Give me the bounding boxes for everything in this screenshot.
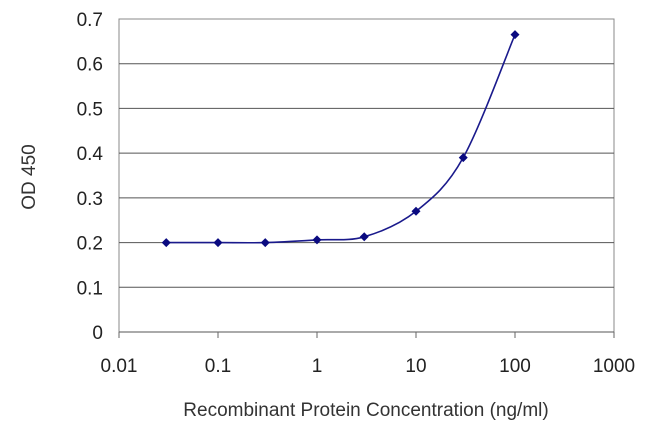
y-tick-label-4: 0.4 xyxy=(77,144,104,165)
y-tick-label-1: 0.1 xyxy=(77,278,103,299)
x-tick-labels: 0.01 0.1 1 10 100 1000 xyxy=(101,356,636,377)
y-tick-label-2: 0.2 xyxy=(77,234,103,255)
data-point-0-6 xyxy=(458,153,468,163)
data-point-0-2 xyxy=(260,238,270,248)
x-tick-label-4: 100 xyxy=(499,356,531,377)
data-point-0-3 xyxy=(312,235,322,245)
data-point-0-1 xyxy=(213,238,223,248)
data-point-0-5 xyxy=(411,206,421,216)
y-tick-label-0: 0 xyxy=(92,323,103,344)
y-axis-title: OD 450 xyxy=(19,144,40,209)
series-line-0 xyxy=(166,34,516,244)
x-tick-label-3: 10 xyxy=(405,356,426,377)
series-group xyxy=(161,30,520,248)
y-tick-label-6: 0.6 xyxy=(77,55,103,76)
plot-area xyxy=(118,18,615,333)
x-tick-label-5: 1000 xyxy=(593,356,635,377)
y-tick-labels: 0 0.1 0.2 0.3 0.4 0.5 0.6 0.7 xyxy=(77,10,104,344)
x-tick-label-1: 0.1 xyxy=(205,356,231,377)
data-point-0-4 xyxy=(359,232,369,242)
data-point-0-0 xyxy=(161,238,171,248)
x-tick-label-2: 1 xyxy=(312,356,323,377)
x-axis-title: Recombinant Protein Concentration (ng/ml… xyxy=(183,400,548,421)
y-tick-label-3: 0.3 xyxy=(77,189,103,210)
x-tick-label-0: 0.01 xyxy=(101,356,138,377)
y-tick-label-5: 0.5 xyxy=(77,99,103,120)
y-tick-label-7: 0.7 xyxy=(77,10,103,31)
data-point-0-7 xyxy=(510,30,520,40)
